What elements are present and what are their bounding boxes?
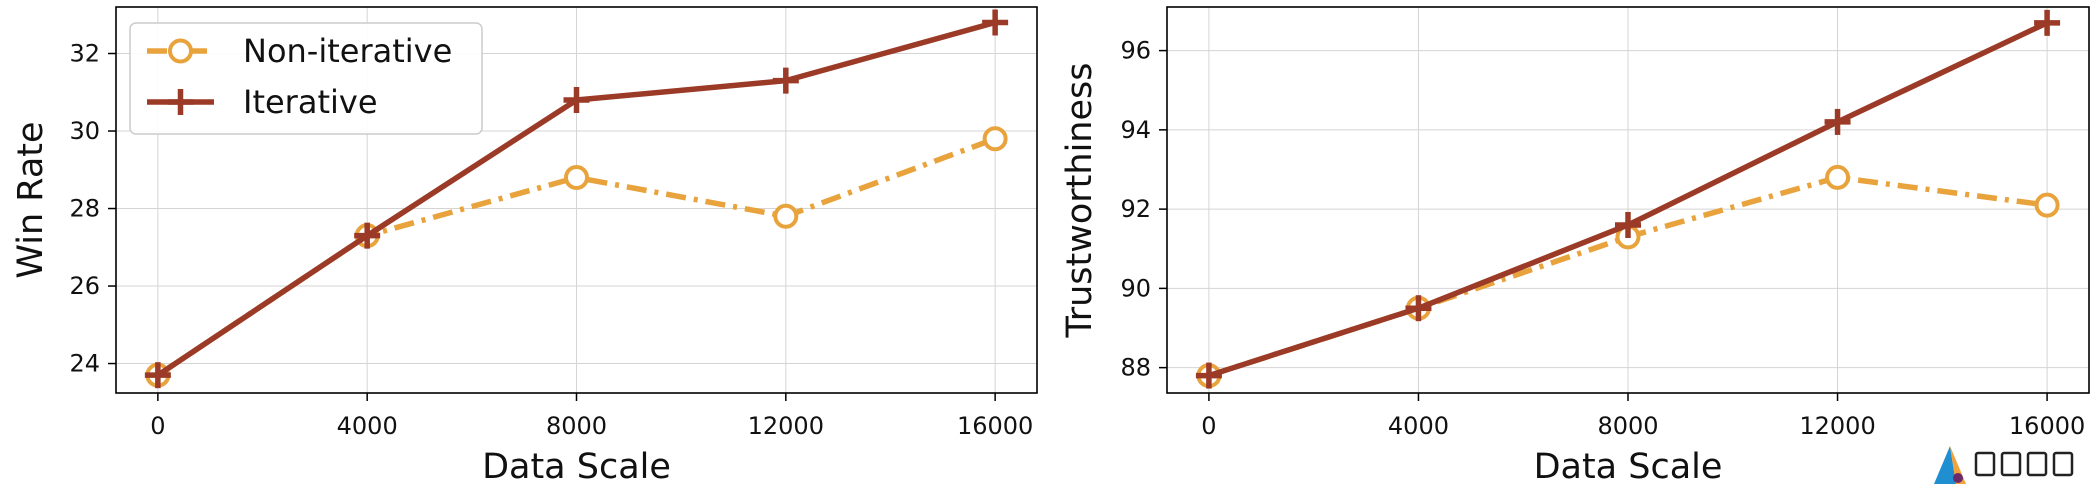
x-tick-label: 8000 [546,412,607,440]
legend-marker-plus [167,89,194,115]
legend: Non-iterative Iterative [129,22,483,135]
data-point-plus [1405,295,1432,322]
axes-frame [1166,6,2090,394]
watermark-glyph [2052,451,2074,477]
y-tick-label: 92 [1120,195,1151,223]
data-point-plus [772,67,799,94]
x-tick-label: 0 [1201,412,1216,440]
x-tick-label: 16000 [2009,412,2085,440]
x-tick-label: 8000 [1597,412,1658,440]
chart-panel-2: 0 4000 8000 12000 16000 88 90 92 94 96 Data Scale T… [1060,6,2090,487]
y-tick-label: 90 [1120,274,1151,302]
x-tick-label: 0 [150,412,165,440]
x-tick-label: 12000 [748,412,824,440]
x-axis-label: Data Scale [1534,447,1723,487]
data-point-plus [1824,108,1851,135]
y-axis-label: Win Rate [11,121,51,278]
axes-frame [115,6,1038,394]
y-axis-label: Trustworthiness [1060,62,1100,338]
data-point-circle [1825,164,1851,190]
y-tick-label: 24 [69,350,100,378]
watermark-logo [1934,446,2074,484]
data-point-plus [2034,9,2061,36]
legend-marker-circle [168,38,193,64]
watermark-glyph [1974,451,1996,477]
data-point-plus [563,87,590,114]
y-tick-label: 30 [69,117,100,145]
x-tick-label: 4000 [337,412,398,440]
data-point-circle [564,165,589,191]
data-point-plus [1195,362,1222,389]
data-point-plus [1615,211,1641,238]
legend-entry: Iterative [147,83,378,121]
series-iterative [1195,9,2061,389]
legend-label: Iterative [243,83,378,121]
watermark-glyph [2026,451,2048,477]
legend-box [129,22,483,135]
data-point-plus [144,362,171,389]
legend-entry: Non-iterative [147,32,452,70]
y-tick-label: 26 [69,272,100,300]
y-tick-label: 32 [69,40,100,68]
data-point-circle [2034,192,2060,218]
legend-label: Non-iterative [243,32,452,70]
y-tick-label: 96 [1120,37,1151,65]
x-axis-label: Data Scale [482,447,671,487]
y-tick-label: 94 [1120,116,1151,144]
data-point-circle [982,126,1008,152]
data-point-plus [354,222,381,249]
chart-panel-1: 0 4000 8000 12000 16000 24 26 28 30 32 Data Scale W… [11,6,1038,487]
data-point-circle [773,203,799,229]
y-tick-label: 88 [1120,354,1151,382]
x-tick-label: 4000 [1388,412,1449,440]
x-tick-label: 16000 [957,412,1033,440]
x-tick-label: 12000 [1799,412,1875,440]
data-point-plus [982,9,1009,36]
watermark-glyph [2000,451,2022,477]
y-tick-label: 28 [69,195,100,223]
series-iterative [144,9,1009,389]
